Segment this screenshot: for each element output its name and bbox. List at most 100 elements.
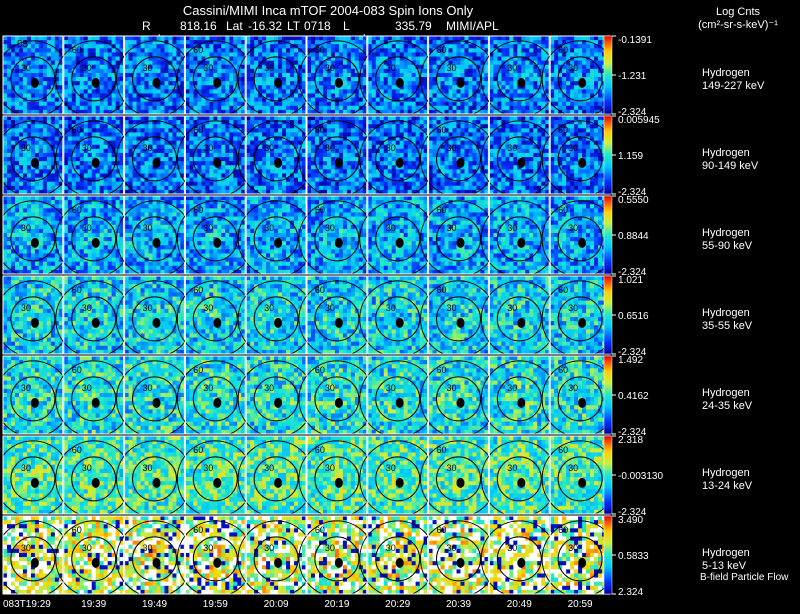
pixel-cell	[558, 97, 563, 102]
pixel-cell	[99, 161, 104, 166]
pixel-cell	[107, 128, 112, 133]
pixel-cell	[140, 56, 145, 61]
pixel-cell	[326, 152, 332, 158]
pixel-cell	[307, 161, 312, 166]
pixel-cell	[322, 157, 328, 162]
pixel-cell	[34, 68, 40, 74]
pixel-cell	[50, 64, 56, 70]
pixel-cell	[254, 120, 259, 125]
pixel-cell	[91, 36, 96, 41]
pixel-cell	[286, 44, 291, 49]
pixel-cell	[50, 185, 56, 191]
pixel-cell	[282, 185, 287, 191]
pixel-cell	[326, 124, 332, 129]
pixel-cell	[128, 101, 133, 107]
pixel-cell	[26, 116, 32, 121]
pixel-cell	[258, 72, 263, 78]
pixel-cell	[229, 85, 234, 90]
pixel-cell	[213, 181, 218, 187]
pixel-cell	[14, 48, 20, 53]
pixel-cell	[314, 85, 320, 90]
pixel-cell	[22, 132, 28, 137]
pixel-cell	[570, 48, 575, 53]
ring-30deg	[192, 56, 238, 102]
pixel-cell	[566, 101, 571, 107]
pixel-cell	[387, 101, 393, 107]
pixel-cell	[75, 152, 81, 158]
pixel-cell	[6, 97, 12, 102]
pixel-cell	[185, 72, 190, 78]
pixel-cell	[541, 52, 546, 57]
pixel-cell	[75, 101, 81, 107]
pixel-cell	[282, 105, 287, 111]
pixel-cell	[282, 81, 287, 86]
pixel-cell	[128, 173, 133, 178]
pixel-cell	[326, 81, 332, 86]
pixel-cell	[14, 148, 20, 154]
pixel-cell	[38, 40, 44, 45]
ring-30deg	[71, 56, 117, 102]
pixel-cell	[26, 44, 32, 49]
pixel-cell	[350, 105, 356, 111]
pixel-cell	[383, 124, 389, 129]
pixel-cell	[258, 60, 263, 66]
pixel-cell	[541, 40, 546, 45]
pixel-cell	[371, 81, 377, 86]
pixel-cell	[330, 105, 336, 111]
pixel-cell	[358, 56, 364, 61]
pixel-cell	[302, 109, 307, 115]
pixel-cell	[148, 105, 153, 111]
pixel-cell	[164, 44, 169, 49]
pixel-cell	[286, 48, 291, 53]
pixel-cell	[164, 93, 169, 98]
pixel-cell	[67, 52, 73, 57]
pixel-cell	[371, 85, 377, 90]
pixel-cell	[346, 56, 352, 61]
pixel-cell	[338, 40, 344, 45]
pixel-cell	[371, 136, 377, 141]
pixel-cell	[164, 60, 169, 66]
pixel-cell	[354, 64, 360, 70]
pixel-cell	[144, 93, 149, 98]
pixel-cell	[521, 52, 526, 57]
pixel-cell	[338, 56, 344, 61]
pixel-cell	[521, 89, 526, 94]
pixel-cell	[562, 77, 567, 82]
pixel-cell	[566, 81, 571, 86]
pixel-cell	[160, 157, 165, 162]
pixel-cell	[476, 56, 481, 61]
pixel-cell	[193, 60, 198, 66]
pixel-cell	[152, 109, 157, 115]
pixel-cell	[307, 136, 312, 141]
pixel-cell	[148, 36, 153, 41]
pixel-cell	[140, 132, 145, 137]
pixel-cell	[423, 40, 428, 45]
pixel-cell	[119, 93, 124, 98]
pixel-cell	[274, 128, 279, 133]
pixel-cell	[464, 52, 469, 57]
pixel-cell	[334, 36, 340, 41]
pixel-cell	[314, 72, 320, 78]
pixel-cell	[246, 72, 251, 78]
pixel-cell	[38, 81, 44, 86]
ring-label-30: 30	[21, 63, 31, 73]
pixel-cell	[586, 68, 591, 74]
pixel-cell	[42, 44, 48, 49]
pixel-cell	[286, 93, 291, 98]
pixel-cell	[310, 89, 316, 94]
pixel-cell	[26, 48, 32, 53]
pixel-cell	[318, 93, 324, 98]
pixel-cell	[456, 93, 461, 98]
pixel-cell	[419, 48, 424, 53]
pixel-cell	[54, 68, 60, 74]
pixel-cell	[99, 140, 104, 146]
pixel-cell	[54, 89, 60, 94]
pixel-cell	[128, 181, 133, 187]
pixel-cell	[79, 72, 85, 78]
pixel-cell	[250, 85, 255, 90]
pixel-cell	[403, 64, 408, 70]
pixel-cell	[428, 116, 433, 121]
pixel-cell	[225, 81, 230, 86]
pixel-cell	[38, 185, 44, 191]
pixel-cell	[225, 185, 230, 191]
